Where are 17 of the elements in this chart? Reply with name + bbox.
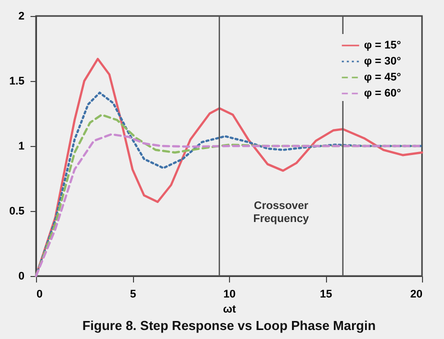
text: Figure 8. Step Response vs Loop Phase Margin [82,318,376,333]
x-tick-label: 10 [223,288,236,300]
legend-label: φ = 45° [364,72,402,84]
x-tick-label: 20 [410,288,422,300]
x-axis-title: ωt [223,304,236,316]
y-tick-label: 1 [18,140,24,152]
legend-label: φ = 15° [364,40,402,52]
x-tick-label: 15 [320,288,332,300]
y-tick-label: 0 [18,270,24,282]
x-tick-label: 5 [130,288,136,300]
y-tick-label: 1.5 [9,76,24,88]
legend-label: φ = 30° [364,56,402,68]
legend-label: φ = 60° [364,88,402,100]
y-tick-label: 0.5 [9,206,24,218]
y-tick-label: 2 [18,10,24,22]
x-tick-label: 0 [36,288,43,300]
annotation: Crossover Frequency [253,200,310,225]
